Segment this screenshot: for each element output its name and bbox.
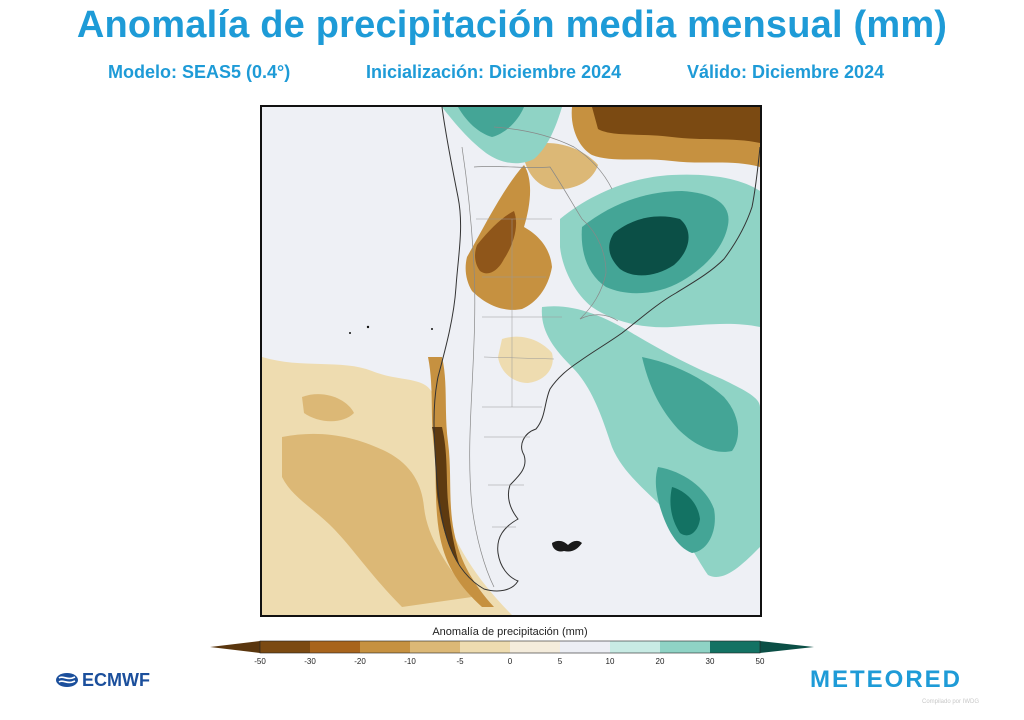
colorbar-high-arrow [760, 641, 814, 653]
colorbar-bin-9 [660, 641, 710, 653]
colorbar-bin-2 [310, 641, 360, 653]
border-uruguay [579, 314, 619, 322]
central-argentina-dry [498, 336, 553, 383]
pacific-island-2 [349, 332, 351, 334]
colorbar-bin-1 [260, 641, 310, 653]
colorbar-bin-7 [560, 641, 610, 653]
brazil-wet-extreme [609, 216, 689, 276]
pacific-island-3 [431, 328, 433, 330]
province-lines [476, 218, 562, 528]
colorbar-bin-3 [360, 641, 410, 653]
legend-tick-8: 10 [605, 657, 615, 666]
falkland-islands [552, 540, 582, 552]
legend-tick-4: -10 [404, 657, 416, 666]
initialization-label: Inicialización: Diciembre 2024 [366, 62, 622, 82]
credit-text: Compilado por IWDG [922, 699, 980, 705]
colorbar-outline [259, 640, 761, 654]
valid-label: Válido: Diciembre 2024 [687, 62, 885, 82]
legend-tick-2: -30 [304, 657, 316, 666]
precipitation-anomaly-map [260, 105, 762, 617]
meteored-logo: METEORED [810, 666, 963, 693]
atlantic-wet-core [642, 357, 739, 452]
chile-dry-strip [428, 357, 494, 607]
legend-tick-7: 5 [557, 657, 563, 666]
legend-tick-3: -20 [354, 657, 366, 666]
colorbar-bin-10 [710, 641, 760, 653]
ecmwf-logo: ECMWF [55, 670, 150, 690]
ecmwf-logo-text: ECMWF [82, 669, 150, 690]
south-america-coastline [433, 107, 760, 592]
brazil-dry-core [592, 107, 760, 143]
legend-tick-6: 0 [507, 657, 513, 666]
pacific-dry-area-2 [282, 433, 472, 607]
colorbar-bin-5 [460, 641, 510, 653]
border-bolivia-brazil [493, 126, 613, 190]
legend-colorbar [210, 640, 814, 654]
andes-dry-core [475, 211, 517, 274]
legend-tick-9: 20 [655, 657, 665, 666]
colorbar-bin-8 [610, 641, 660, 653]
legend-tick-1: -50 [254, 657, 266, 666]
colorbar-low-arrow [210, 641, 260, 653]
legend-title: Anomalía de precipitación (mm) [432, 626, 588, 638]
patagonia-very-dry [432, 427, 460, 567]
colorbar-bin-6 [510, 641, 560, 653]
map-title: Anomalía de precipitación media mensual … [76, 4, 948, 46]
colorbar-bin-4 [410, 641, 460, 653]
atlantic-wet-core-south [670, 487, 700, 536]
pacific-dry-patch [302, 394, 354, 422]
border-argentina-north [473, 166, 607, 320]
ecmwf-logo-icon [56, 673, 78, 687]
bolivia-dry-patch [522, 143, 598, 190]
legend-tick-10: 30 [705, 657, 715, 666]
pacific-island-1 [366, 325, 370, 329]
map-canvas [262, 107, 760, 615]
northwest-wet-core [458, 107, 524, 137]
legend-tick-11: 50 [755, 657, 765, 666]
border-chile-argentina [461, 146, 495, 588]
model-label: Modelo: SEAS5 (0.4°) [108, 62, 291, 82]
legend-tick-5: -5 [456, 657, 464, 666]
